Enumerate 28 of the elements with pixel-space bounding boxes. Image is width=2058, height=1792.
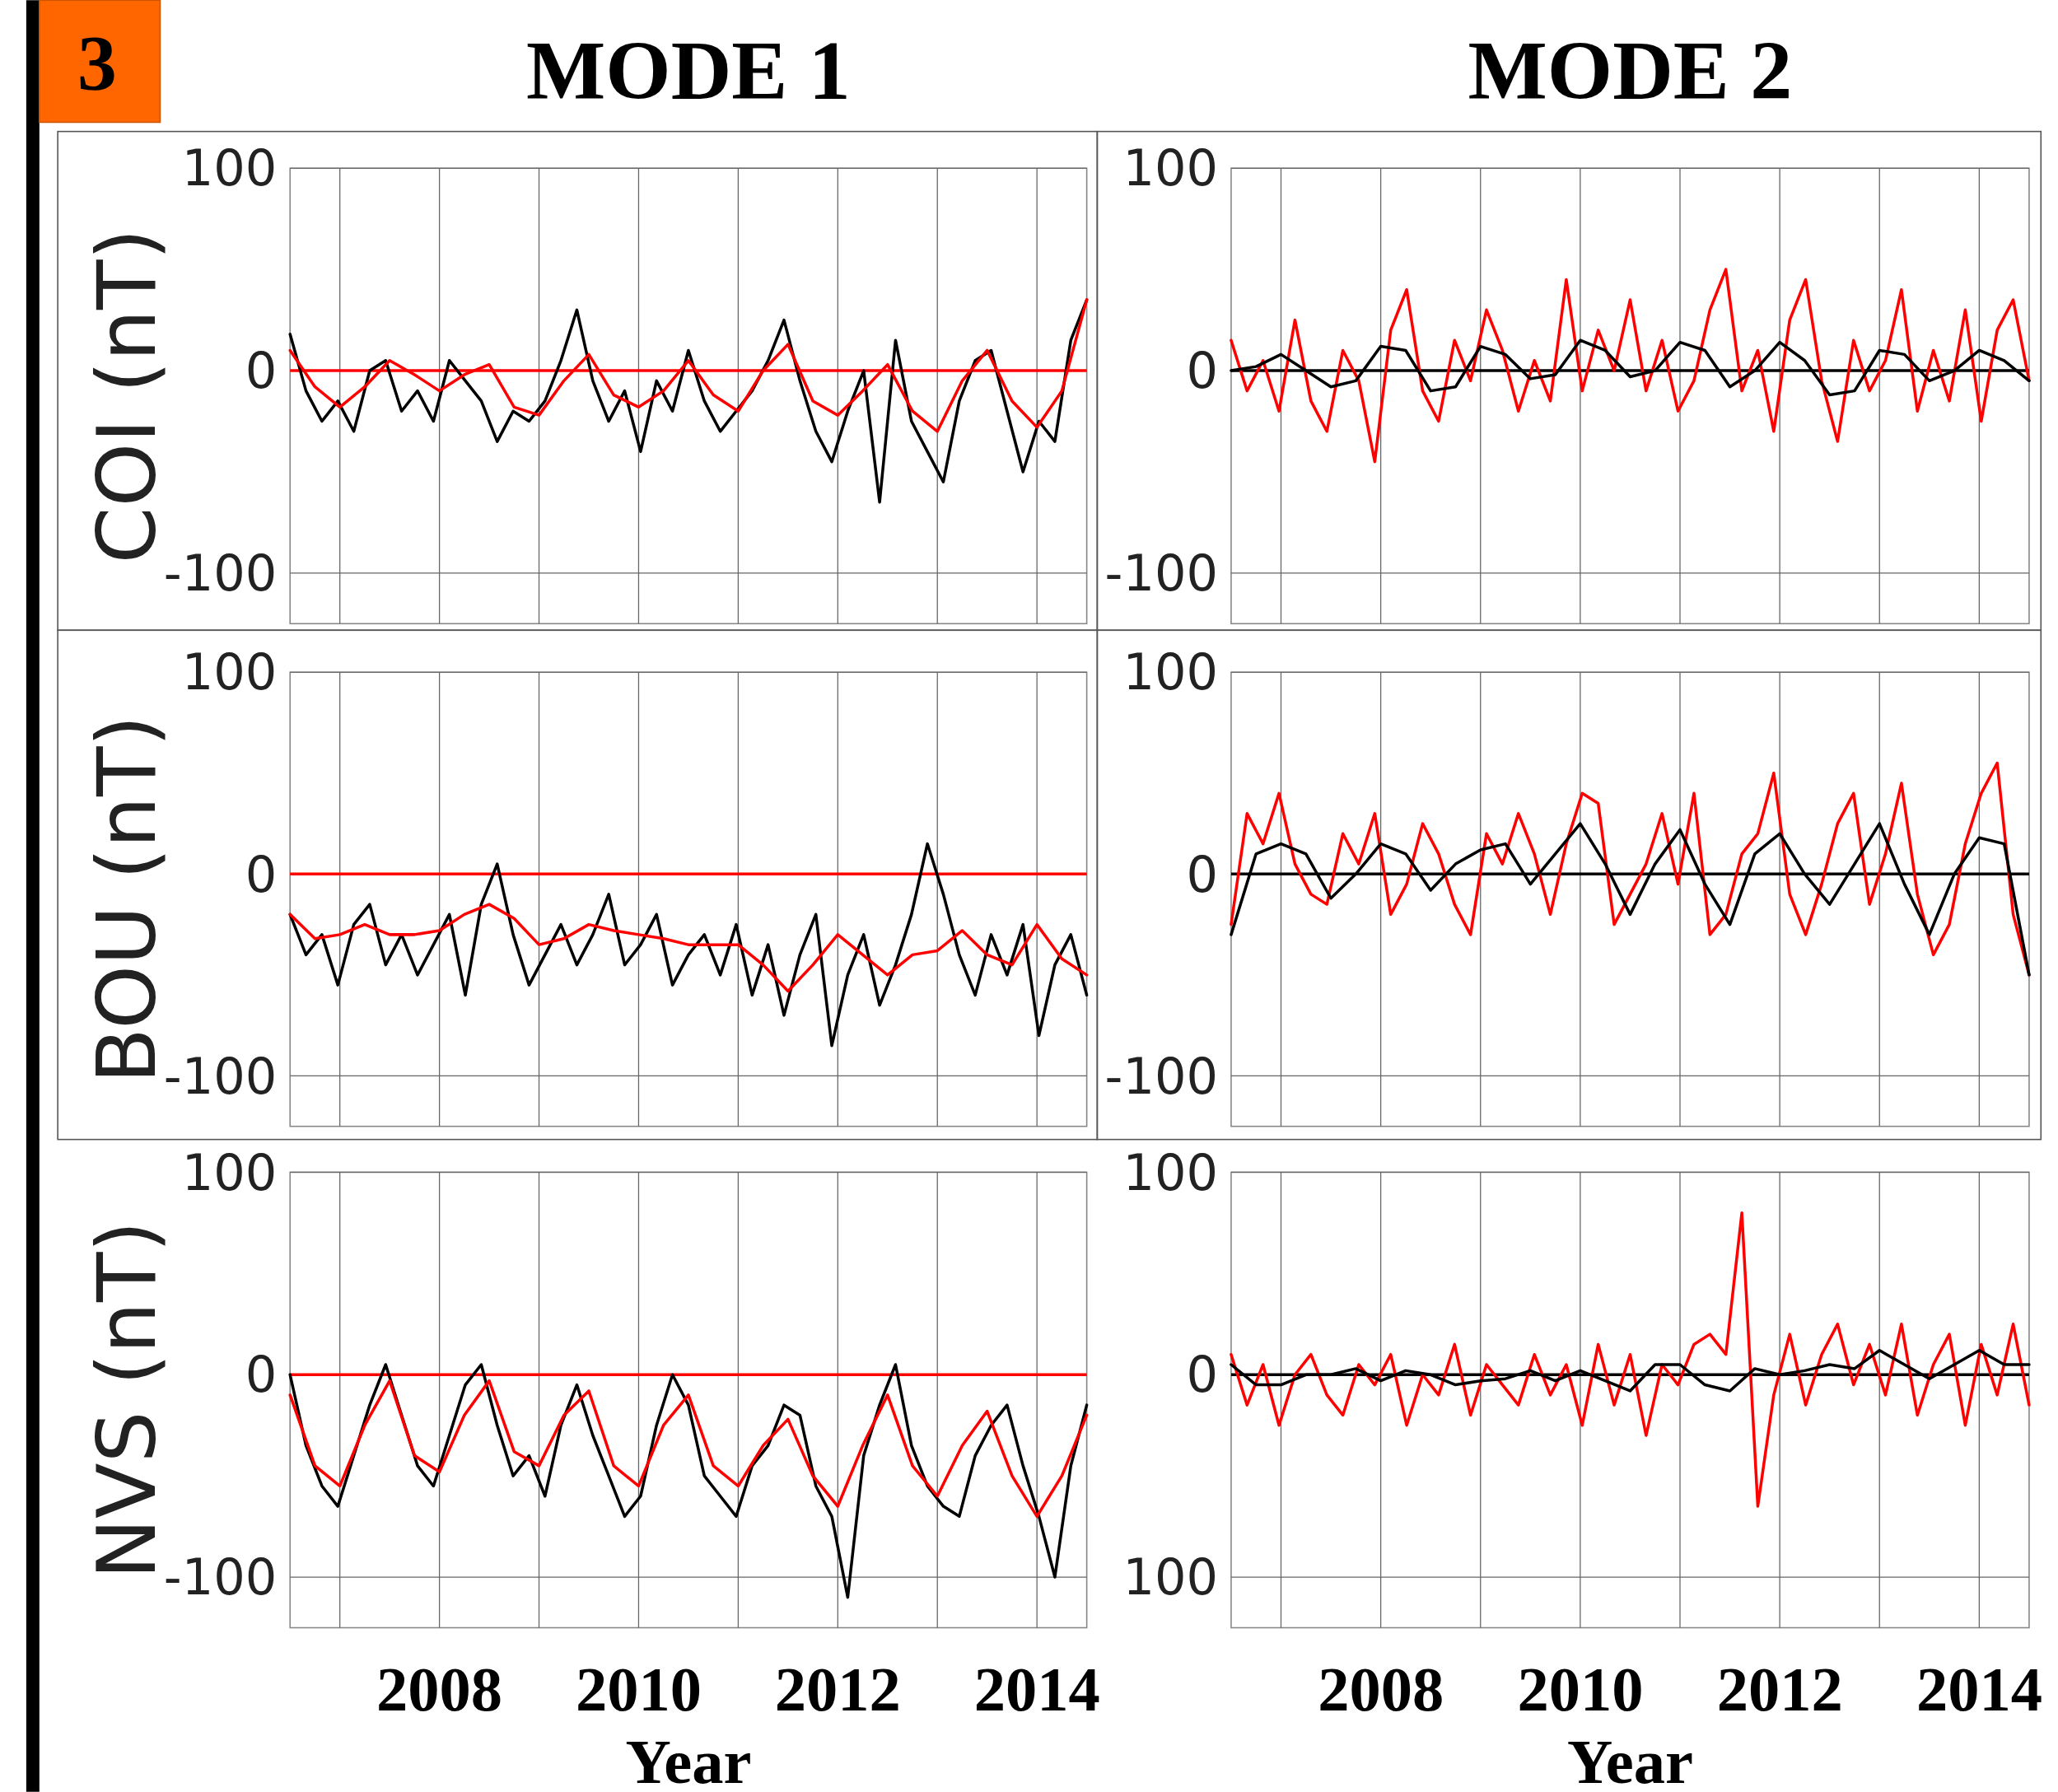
- y-tick-label: 0: [1186, 342, 1218, 400]
- y-tick-label: 100: [1122, 1548, 1218, 1607]
- x-axis-title: Year: [625, 1726, 752, 1792]
- y-tick-label: 100: [181, 643, 278, 702]
- y-tick-label: 0: [245, 342, 278, 400]
- x-tick-label: 2014: [973, 1654, 1100, 1724]
- y-tick-label: -100: [1104, 1047, 1218, 1105]
- y-tick-label: 100: [1122, 1143, 1218, 1202]
- y-tick-label: -100: [1104, 544, 1218, 603]
- y-tick-label: 100: [1122, 643, 1218, 702]
- y-tick-label: 0: [1186, 1346, 1218, 1404]
- x-tick-label: 2010: [1517, 1654, 1644, 1724]
- text: 3: [77, 19, 117, 107]
- y-tick-label: 0: [245, 845, 278, 903]
- x-axis-title: Year: [1566, 1726, 1693, 1792]
- x-tick-label: 2012: [1716, 1654, 1843, 1724]
- y-tick-label: 100: [181, 139, 278, 198]
- y-tick-label: 0: [245, 1346, 278, 1404]
- y-tick-label: 100: [181, 1143, 278, 1202]
- x-tick-label: 2010: [575, 1654, 702, 1724]
- y-tick-label: 0: [1186, 845, 1218, 903]
- chart-title: MODE 2: [1468, 23, 1793, 117]
- chart-title: MODE 1: [526, 23, 851, 117]
- x-tick-label: 2008: [1318, 1654, 1444, 1724]
- x-tick-label: 2012: [774, 1654, 901, 1724]
- x-tick-label: 2008: [376, 1654, 503, 1724]
- y-tick-label: 100: [1122, 139, 1218, 198]
- x-tick-label: 2014: [1916, 1654, 2042, 1724]
